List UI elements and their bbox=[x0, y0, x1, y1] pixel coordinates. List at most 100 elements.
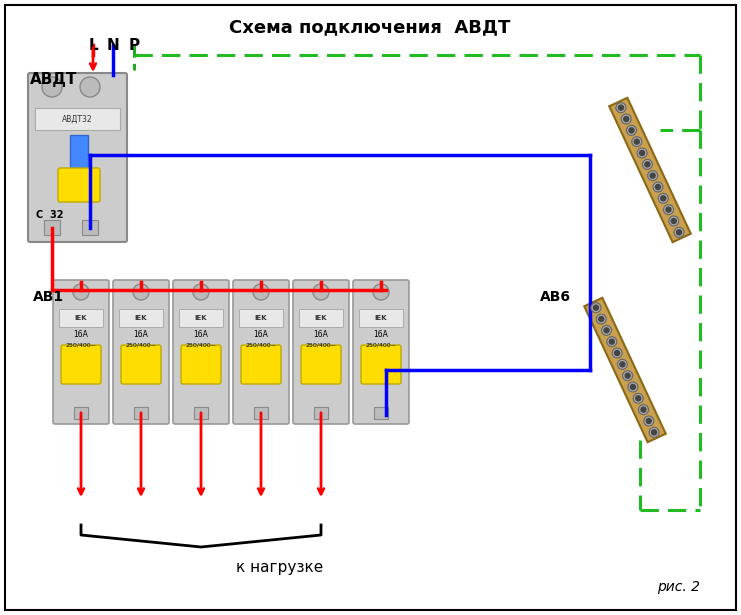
Circle shape bbox=[649, 427, 659, 437]
Circle shape bbox=[677, 230, 682, 235]
Circle shape bbox=[617, 359, 628, 370]
Text: 250/400~: 250/400~ bbox=[305, 343, 336, 347]
Text: Схема подключения  АВДТ: Схема подключения АВДТ bbox=[229, 18, 511, 36]
Circle shape bbox=[620, 362, 625, 367]
Text: 16A: 16A bbox=[193, 330, 208, 338]
Circle shape bbox=[634, 139, 639, 144]
Circle shape bbox=[669, 216, 679, 226]
Circle shape bbox=[313, 284, 329, 300]
Circle shape bbox=[42, 77, 62, 97]
Circle shape bbox=[604, 328, 609, 333]
Bar bbox=[35, 108, 120, 130]
Circle shape bbox=[609, 339, 614, 344]
Circle shape bbox=[619, 105, 623, 110]
Circle shape bbox=[653, 182, 663, 192]
Polygon shape bbox=[584, 298, 665, 442]
Circle shape bbox=[658, 193, 668, 204]
Circle shape bbox=[616, 103, 626, 113]
Circle shape bbox=[641, 407, 646, 412]
Bar bbox=[70, 135, 88, 170]
Circle shape bbox=[639, 151, 645, 156]
Circle shape bbox=[591, 303, 601, 312]
Bar bbox=[254, 407, 268, 419]
FancyBboxPatch shape bbox=[353, 280, 409, 424]
Bar bbox=[82, 220, 98, 235]
Circle shape bbox=[594, 305, 599, 310]
Text: 250/400~: 250/400~ bbox=[125, 343, 156, 347]
Circle shape bbox=[656, 184, 660, 189]
Text: 250/400~: 250/400~ bbox=[65, 343, 96, 347]
Polygon shape bbox=[609, 98, 691, 242]
Bar bbox=[179, 309, 223, 327]
Text: IEK: IEK bbox=[255, 315, 268, 321]
FancyBboxPatch shape bbox=[361, 345, 401, 384]
Circle shape bbox=[648, 171, 658, 181]
Circle shape bbox=[612, 348, 622, 358]
Text: 16A: 16A bbox=[253, 330, 268, 338]
FancyBboxPatch shape bbox=[121, 345, 161, 384]
Text: 250/400~: 250/400~ bbox=[365, 343, 396, 347]
FancyBboxPatch shape bbox=[28, 73, 127, 242]
Circle shape bbox=[602, 325, 611, 335]
Circle shape bbox=[193, 284, 209, 300]
Circle shape bbox=[599, 317, 604, 322]
Circle shape bbox=[629, 128, 634, 133]
Circle shape bbox=[650, 173, 655, 178]
Circle shape bbox=[645, 162, 650, 167]
Text: к нагрузке: к нагрузке bbox=[236, 560, 324, 575]
Text: 16A: 16A bbox=[73, 330, 88, 338]
Text: 250/400~: 250/400~ bbox=[185, 343, 216, 347]
FancyBboxPatch shape bbox=[293, 280, 349, 424]
FancyBboxPatch shape bbox=[61, 345, 101, 384]
Text: IEK: IEK bbox=[135, 315, 147, 321]
Bar bbox=[374, 407, 388, 419]
Circle shape bbox=[637, 148, 647, 158]
Circle shape bbox=[651, 430, 657, 435]
Bar bbox=[44, 220, 60, 235]
Bar bbox=[359, 309, 403, 327]
FancyBboxPatch shape bbox=[113, 280, 169, 424]
FancyBboxPatch shape bbox=[181, 345, 221, 384]
Circle shape bbox=[671, 218, 677, 223]
Circle shape bbox=[634, 394, 643, 403]
Circle shape bbox=[597, 314, 606, 324]
Circle shape bbox=[632, 137, 642, 147]
Circle shape bbox=[73, 284, 89, 300]
Bar bbox=[74, 407, 88, 419]
Text: 16A: 16A bbox=[313, 330, 328, 338]
Circle shape bbox=[624, 116, 628, 122]
FancyBboxPatch shape bbox=[173, 280, 229, 424]
Circle shape bbox=[628, 382, 638, 392]
Text: рис. 2: рис. 2 bbox=[657, 580, 700, 594]
Text: IEK: IEK bbox=[75, 315, 87, 321]
Circle shape bbox=[661, 196, 665, 201]
Circle shape bbox=[674, 228, 684, 237]
Circle shape bbox=[614, 351, 619, 355]
Bar bbox=[119, 309, 163, 327]
Bar bbox=[134, 407, 148, 419]
Circle shape bbox=[631, 384, 636, 389]
Circle shape bbox=[621, 114, 631, 124]
Circle shape bbox=[607, 336, 617, 347]
Circle shape bbox=[666, 207, 671, 212]
Text: L: L bbox=[88, 38, 98, 53]
Bar bbox=[194, 407, 208, 419]
FancyBboxPatch shape bbox=[241, 345, 281, 384]
Text: IEK: IEK bbox=[375, 315, 388, 321]
Circle shape bbox=[663, 205, 674, 215]
Text: АВДТ: АВДТ bbox=[30, 72, 77, 87]
Circle shape bbox=[626, 125, 637, 135]
Text: C  32: C 32 bbox=[36, 210, 64, 220]
Circle shape bbox=[373, 284, 389, 300]
Circle shape bbox=[639, 405, 648, 415]
Bar bbox=[239, 309, 283, 327]
Circle shape bbox=[636, 396, 641, 401]
Circle shape bbox=[133, 284, 149, 300]
Circle shape bbox=[642, 159, 652, 169]
Circle shape bbox=[646, 418, 651, 424]
Bar bbox=[59, 309, 103, 327]
FancyBboxPatch shape bbox=[233, 280, 289, 424]
Bar bbox=[314, 407, 328, 419]
Text: IEK: IEK bbox=[315, 315, 328, 321]
Circle shape bbox=[644, 416, 654, 426]
